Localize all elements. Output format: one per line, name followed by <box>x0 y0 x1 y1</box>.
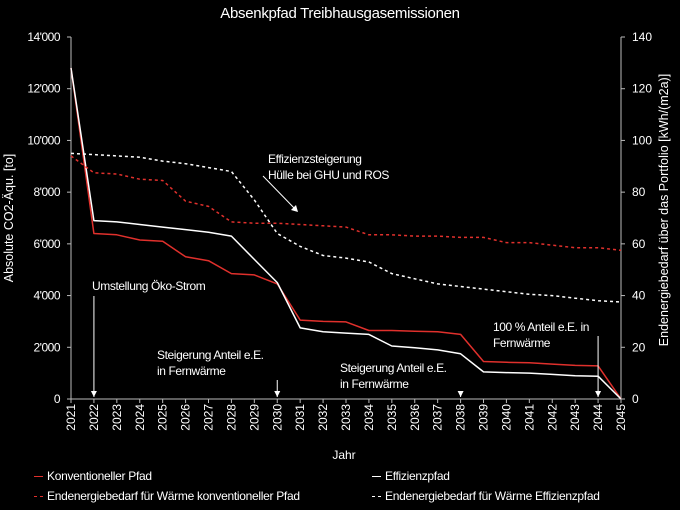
x-tick-label: 2033 <box>339 404 353 431</box>
legend-item-waerme-effizienz: Endenergiebedarf für Wärme Effizienzpfad <box>372 488 600 504</box>
x-tick-label: 2031 <box>293 404 307 431</box>
x-axis-label: Jahr <box>332 448 356 462</box>
x-tick-label: 2024 <box>133 404 147 431</box>
y-tick-label-left: 2'000 <box>34 340 61 354</box>
x-tick-label: 2045 <box>614 404 628 431</box>
annotation-fernwaerme-2038: Steigerung Anteil e.E. in Fernwärme <box>340 361 447 391</box>
x-tick-label: 2035 <box>385 404 399 431</box>
series-group <box>70 67 622 400</box>
x-tick-label: 2037 <box>431 404 445 431</box>
x-tick-label: 2038 <box>454 404 468 431</box>
arrow-fernwaerme-2038-head <box>457 391 464 397</box>
x-tick-label: 2027 <box>202 404 216 431</box>
series-line-2 <box>70 155 622 252</box>
series-line-3 <box>70 152 622 303</box>
legend-swatch-dashed-white <box>372 495 381 497</box>
y-tick-label-left: 4'000 <box>34 289 61 303</box>
arrow-effizienzsteigerung-head <box>291 205 298 212</box>
x-tick-label: 2043 <box>568 404 582 431</box>
y-tick-label-left: 0 <box>54 392 61 406</box>
legend-swatch-solid-white <box>372 475 381 477</box>
y-tick-label-right: 80 <box>632 185 646 199</box>
legend-swatch-dashed-red <box>34 495 43 497</box>
y-tick-label-right: 20 <box>632 340 646 354</box>
arrow-fernwaerme-100-head <box>595 391 602 397</box>
x-tick-label: 2025 <box>156 404 170 431</box>
x-tick-label: 2039 <box>477 404 491 431</box>
annotation-fernwaerme-2030: Steigerung Anteil e.E. in Fernwärme <box>157 348 264 378</box>
x-tick-label: 2040 <box>499 404 513 431</box>
y-tick-label-right: 0 <box>632 392 639 406</box>
x-tick-label: 2026 <box>179 404 193 431</box>
y-tick-label-right: 40 <box>632 289 646 303</box>
x-tick-label: 2041 <box>522 404 536 431</box>
y-tick-label-right: 100 <box>632 133 652 147</box>
y-tick-label-left: 10'000 <box>27 133 60 147</box>
x-tick-label: 2029 <box>247 404 261 431</box>
x-tick-label: 2042 <box>545 404 559 431</box>
annotation-fernwaerme-100: 100 % Anteil e.E. in Fernwärme <box>493 320 590 350</box>
arrow-fernwaerme-2030-head <box>274 391 281 397</box>
x-tick-label: 2030 <box>270 404 284 431</box>
x-tick-label: 2032 <box>316 404 330 431</box>
y-axis-label-right: Endenergiebedarf über das Portfolio [kWh… <box>657 73 671 347</box>
y-tick-label-left: 12'000 <box>27 82 60 96</box>
arrow-oeko-strom-head <box>90 391 97 397</box>
series-line-0 <box>70 67 622 400</box>
annotation-oeko-strom: Umstellung Öko-Strom <box>92 279 206 293</box>
chart-title: Absenkpfad Treibhausgasemissionen <box>220 5 460 22</box>
x-tick-label: 2036 <box>408 404 422 431</box>
arrow-effizienzsteigerung <box>262 175 298 212</box>
x-tick-label: 2044 <box>591 404 605 431</box>
y-tick-label-left: 8'000 <box>34 185 61 199</box>
legend-label: Konventioneller Pfad <box>47 469 152 483</box>
series-line-1 <box>70 67 622 400</box>
y-tick-label-left: 6'000 <box>34 237 61 251</box>
legend-label: Endenergiebedarf für Wärme konventionell… <box>47 489 300 503</box>
x-tick-label: 2034 <box>362 404 376 431</box>
legend: Konventioneller Pfad Effizienzpfad Enden… <box>0 468 680 510</box>
legend-item-effizienz: Effizienzpfad <box>372 468 450 484</box>
annotation-arrows <box>90 175 602 397</box>
legend-item-konventionell: Konventioneller Pfad <box>34 468 152 484</box>
y-tick-label-right: 140 <box>632 30 652 44</box>
y-axis-label-left: Absolute CO2-Äqu. [to] <box>2 153 16 283</box>
x-tick-label: 2021 <box>64 404 78 431</box>
legend-item-waerme-konventionell: Endenergiebedarf für Wärme konventionell… <box>34 488 300 504</box>
x-tick-label: 2023 <box>110 404 124 431</box>
y-tick-label-right: 60 <box>632 237 646 251</box>
axes: 0 2'000 4'000 6'000 8'000 10'000 12'000 14'000 0… <box>27 30 652 431</box>
x-tick-label: 2022 <box>87 404 101 431</box>
legend-label: Endenergiebedarf für Wärme Effizienzpfad <box>385 489 600 503</box>
y-tick-label-left: 14'000 <box>27 30 60 44</box>
legend-swatch-solid-red <box>34 475 43 477</box>
y-tick-label-right: 120 <box>632 82 652 96</box>
x-tick-label: 2028 <box>224 404 238 431</box>
annotation-effizienzsteigerung: Effizienzsteigerung Hülle bei GHU und RO… <box>268 152 389 182</box>
legend-label: Effizienzpfad <box>385 469 450 483</box>
